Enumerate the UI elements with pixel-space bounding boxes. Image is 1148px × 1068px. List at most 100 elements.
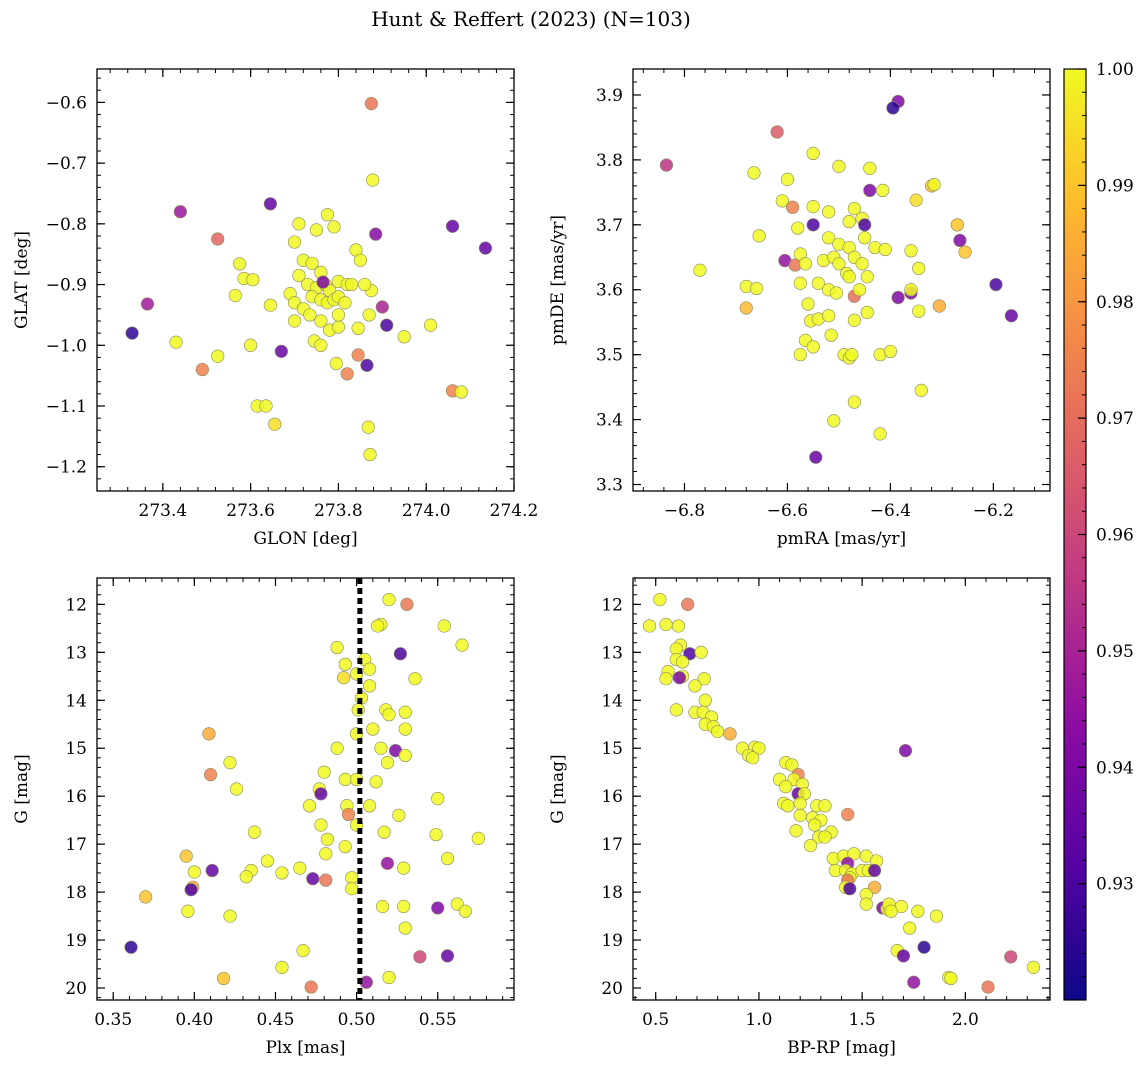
y-tick-label: 14 bbox=[65, 691, 87, 711]
scatter-point bbox=[806, 340, 820, 354]
y-tick-label: −0.9 bbox=[46, 276, 87, 296]
scatter-point bbox=[229, 782, 244, 796]
scatter-point bbox=[361, 420, 375, 434]
scatter-point bbox=[408, 672, 422, 686]
colorbar-tick-label: 0.95 bbox=[1096, 642, 1134, 662]
scatter-point bbox=[723, 727, 737, 741]
colorbar-tick-label: 1.00 bbox=[1096, 60, 1134, 80]
scatter-point bbox=[822, 205, 836, 219]
scatter-point bbox=[268, 417, 282, 431]
scatter-point bbox=[659, 158, 674, 172]
scatter-point bbox=[659, 617, 673, 632]
scatter-point bbox=[770, 125, 784, 139]
scatter-points bbox=[124, 592, 485, 994]
scatter-point bbox=[455, 638, 469, 652]
scatter-point bbox=[233, 257, 247, 271]
scatter-point bbox=[860, 305, 874, 320]
scatter-point bbox=[659, 672, 673, 686]
x-tick-label: 0.5 bbox=[642, 1010, 669, 1030]
y-tick-label: 15 bbox=[601, 739, 623, 759]
colorbar-tick-label: 0.99 bbox=[1096, 176, 1134, 196]
y-axis-label: G [mag] bbox=[548, 754, 568, 823]
scatter-point bbox=[362, 799, 377, 813]
scatter-point bbox=[263, 197, 277, 211]
panel-proper-motion: −6.8 −6.6 −6.4 −6.2 3.3 3.4 3.5 3.6 3.7 3.8 3.9 pmR… bbox=[548, 68, 1051, 549]
scatter-point bbox=[688, 679, 702, 693]
scatter-point bbox=[362, 662, 377, 676]
colorbar-tick-label: 0.94 bbox=[1096, 758, 1134, 778]
scatter-point bbox=[337, 671, 351, 685]
scatter-point bbox=[912, 261, 926, 275]
scatter-point bbox=[693, 263, 707, 277]
x-tick-label: 0.45 bbox=[257, 1010, 295, 1030]
scatter-point bbox=[747, 166, 761, 180]
scatter-point bbox=[855, 257, 869, 271]
colorbar-tick-label: 0.93 bbox=[1096, 875, 1134, 895]
y-tick-label: 20 bbox=[65, 979, 87, 999]
scatter-point bbox=[809, 450, 823, 464]
scatter-point bbox=[398, 748, 412, 763]
scatter-point bbox=[363, 447, 377, 462]
scatter-point bbox=[822, 309, 836, 323]
x-tick-label: 1.5 bbox=[849, 1010, 876, 1030]
y-tick-label: −0.6 bbox=[46, 93, 87, 113]
scatter-point bbox=[287, 314, 302, 328]
scatter-point bbox=[785, 200, 800, 214]
scatter-point bbox=[801, 297, 815, 311]
scatter-point bbox=[478, 241, 493, 255]
scatter-point bbox=[858, 231, 872, 245]
scatter-point bbox=[169, 335, 183, 349]
y-axis-label: GLAT [deg] bbox=[12, 231, 32, 329]
y-tick-label: −1.1 bbox=[46, 397, 87, 417]
x-axis-label: GLON [deg] bbox=[253, 529, 357, 549]
scatter-point bbox=[842, 214, 856, 229]
scatter-point bbox=[842, 270, 856, 284]
scatter-point bbox=[317, 765, 331, 779]
x-axis-label: Plx [mas] bbox=[265, 1038, 345, 1058]
y-tick-label: 3.6 bbox=[596, 281, 623, 301]
x-tick-label: −6.2 bbox=[973, 501, 1014, 521]
scatter-points bbox=[642, 592, 1041, 994]
scatter-point bbox=[125, 326, 139, 340]
scatter-point bbox=[302, 799, 317, 813]
scatter-point bbox=[374, 741, 388, 755]
scatter-point bbox=[808, 818, 822, 832]
scatter-point bbox=[330, 741, 344, 755]
scatter-point bbox=[669, 703, 683, 717]
y-tick-label: 3.3 bbox=[596, 476, 623, 496]
x-tick-label: −6.8 bbox=[664, 501, 705, 521]
y-tick-label: −1.2 bbox=[46, 458, 87, 478]
scatter-point bbox=[867, 863, 882, 878]
scatter-point bbox=[309, 223, 324, 237]
x-tick-label: −6.6 bbox=[767, 501, 808, 521]
scatter-point bbox=[653, 592, 667, 607]
y-tick-label: 14 bbox=[601, 691, 623, 711]
scatter-point bbox=[382, 592, 396, 607]
scatter-point bbox=[845, 348, 859, 362]
scatter-point bbox=[195, 362, 209, 377]
scatter-point bbox=[184, 883, 198, 897]
scatter-point bbox=[929, 909, 944, 923]
scatter-point bbox=[338, 296, 352, 310]
scatter-point bbox=[811, 276, 825, 290]
scatter-point bbox=[944, 971, 958, 986]
x-tick-label: 2.0 bbox=[952, 1010, 979, 1030]
scatter-point bbox=[139, 890, 153, 904]
scatter-point bbox=[340, 367, 354, 381]
scatter-point bbox=[1026, 960, 1041, 974]
scatter-point bbox=[345, 871, 359, 885]
x-tick-label: 1.0 bbox=[745, 1010, 772, 1030]
scatter-point bbox=[345, 882, 359, 896]
scatter-point bbox=[397, 330, 411, 344]
axes-frame bbox=[96, 577, 515, 1001]
scatter-point bbox=[320, 832, 335, 846]
x-tick-label: 273.8 bbox=[314, 501, 363, 521]
scatter-point bbox=[366, 173, 380, 187]
scatter-point bbox=[793, 276, 807, 290]
scatter-point bbox=[675, 655, 690, 669]
scatter-point bbox=[314, 787, 328, 801]
scatter-point bbox=[860, 270, 874, 284]
scatter-point bbox=[440, 851, 455, 866]
scatter-point bbox=[205, 863, 219, 878]
y-tick-label: 3.9 bbox=[596, 86, 623, 106]
